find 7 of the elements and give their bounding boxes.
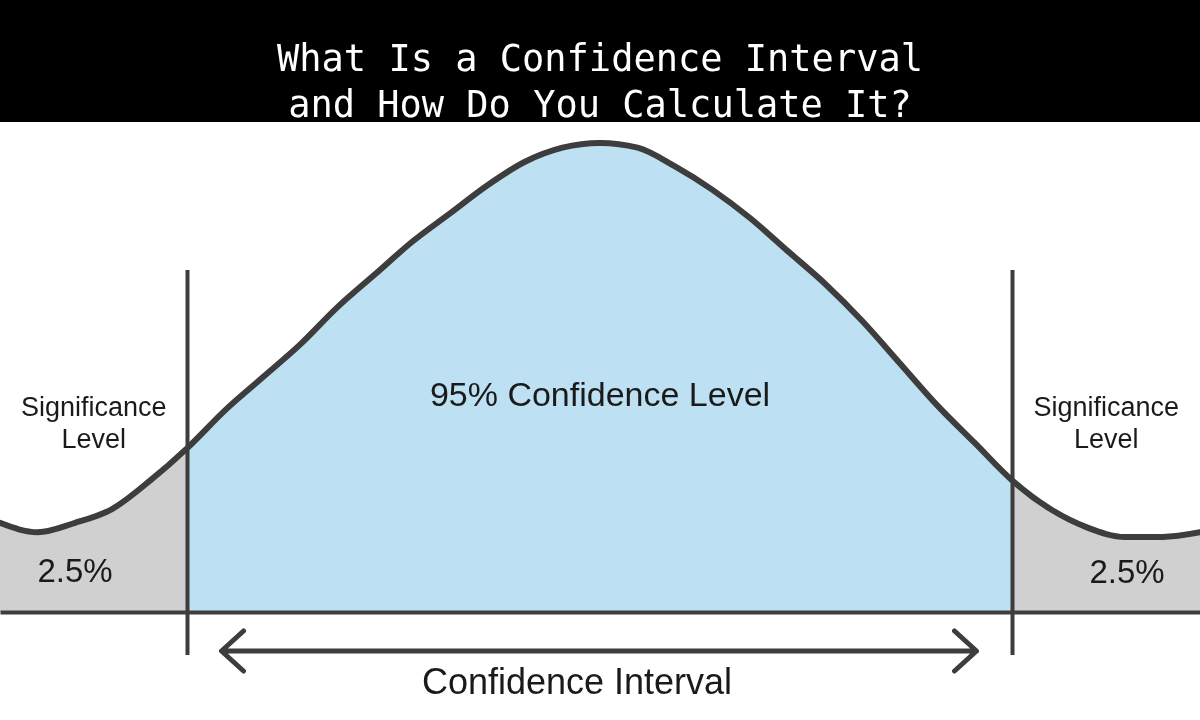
series-label: Significance Level bbox=[1033, 392, 1180, 454]
series-label: Significance Level bbox=[20, 392, 167, 454]
text: Confidence Interval bbox=[421, 661, 733, 702]
annotation: 2.5% bbox=[1089, 553, 1165, 590]
annotation: 2.5% bbox=[37, 552, 113, 589]
series-label: 95% Confidence Level bbox=[429, 375, 771, 413]
chart-title: What Is a Confidence Interval and How Do You Calculate It? bbox=[276, 37, 924, 126]
